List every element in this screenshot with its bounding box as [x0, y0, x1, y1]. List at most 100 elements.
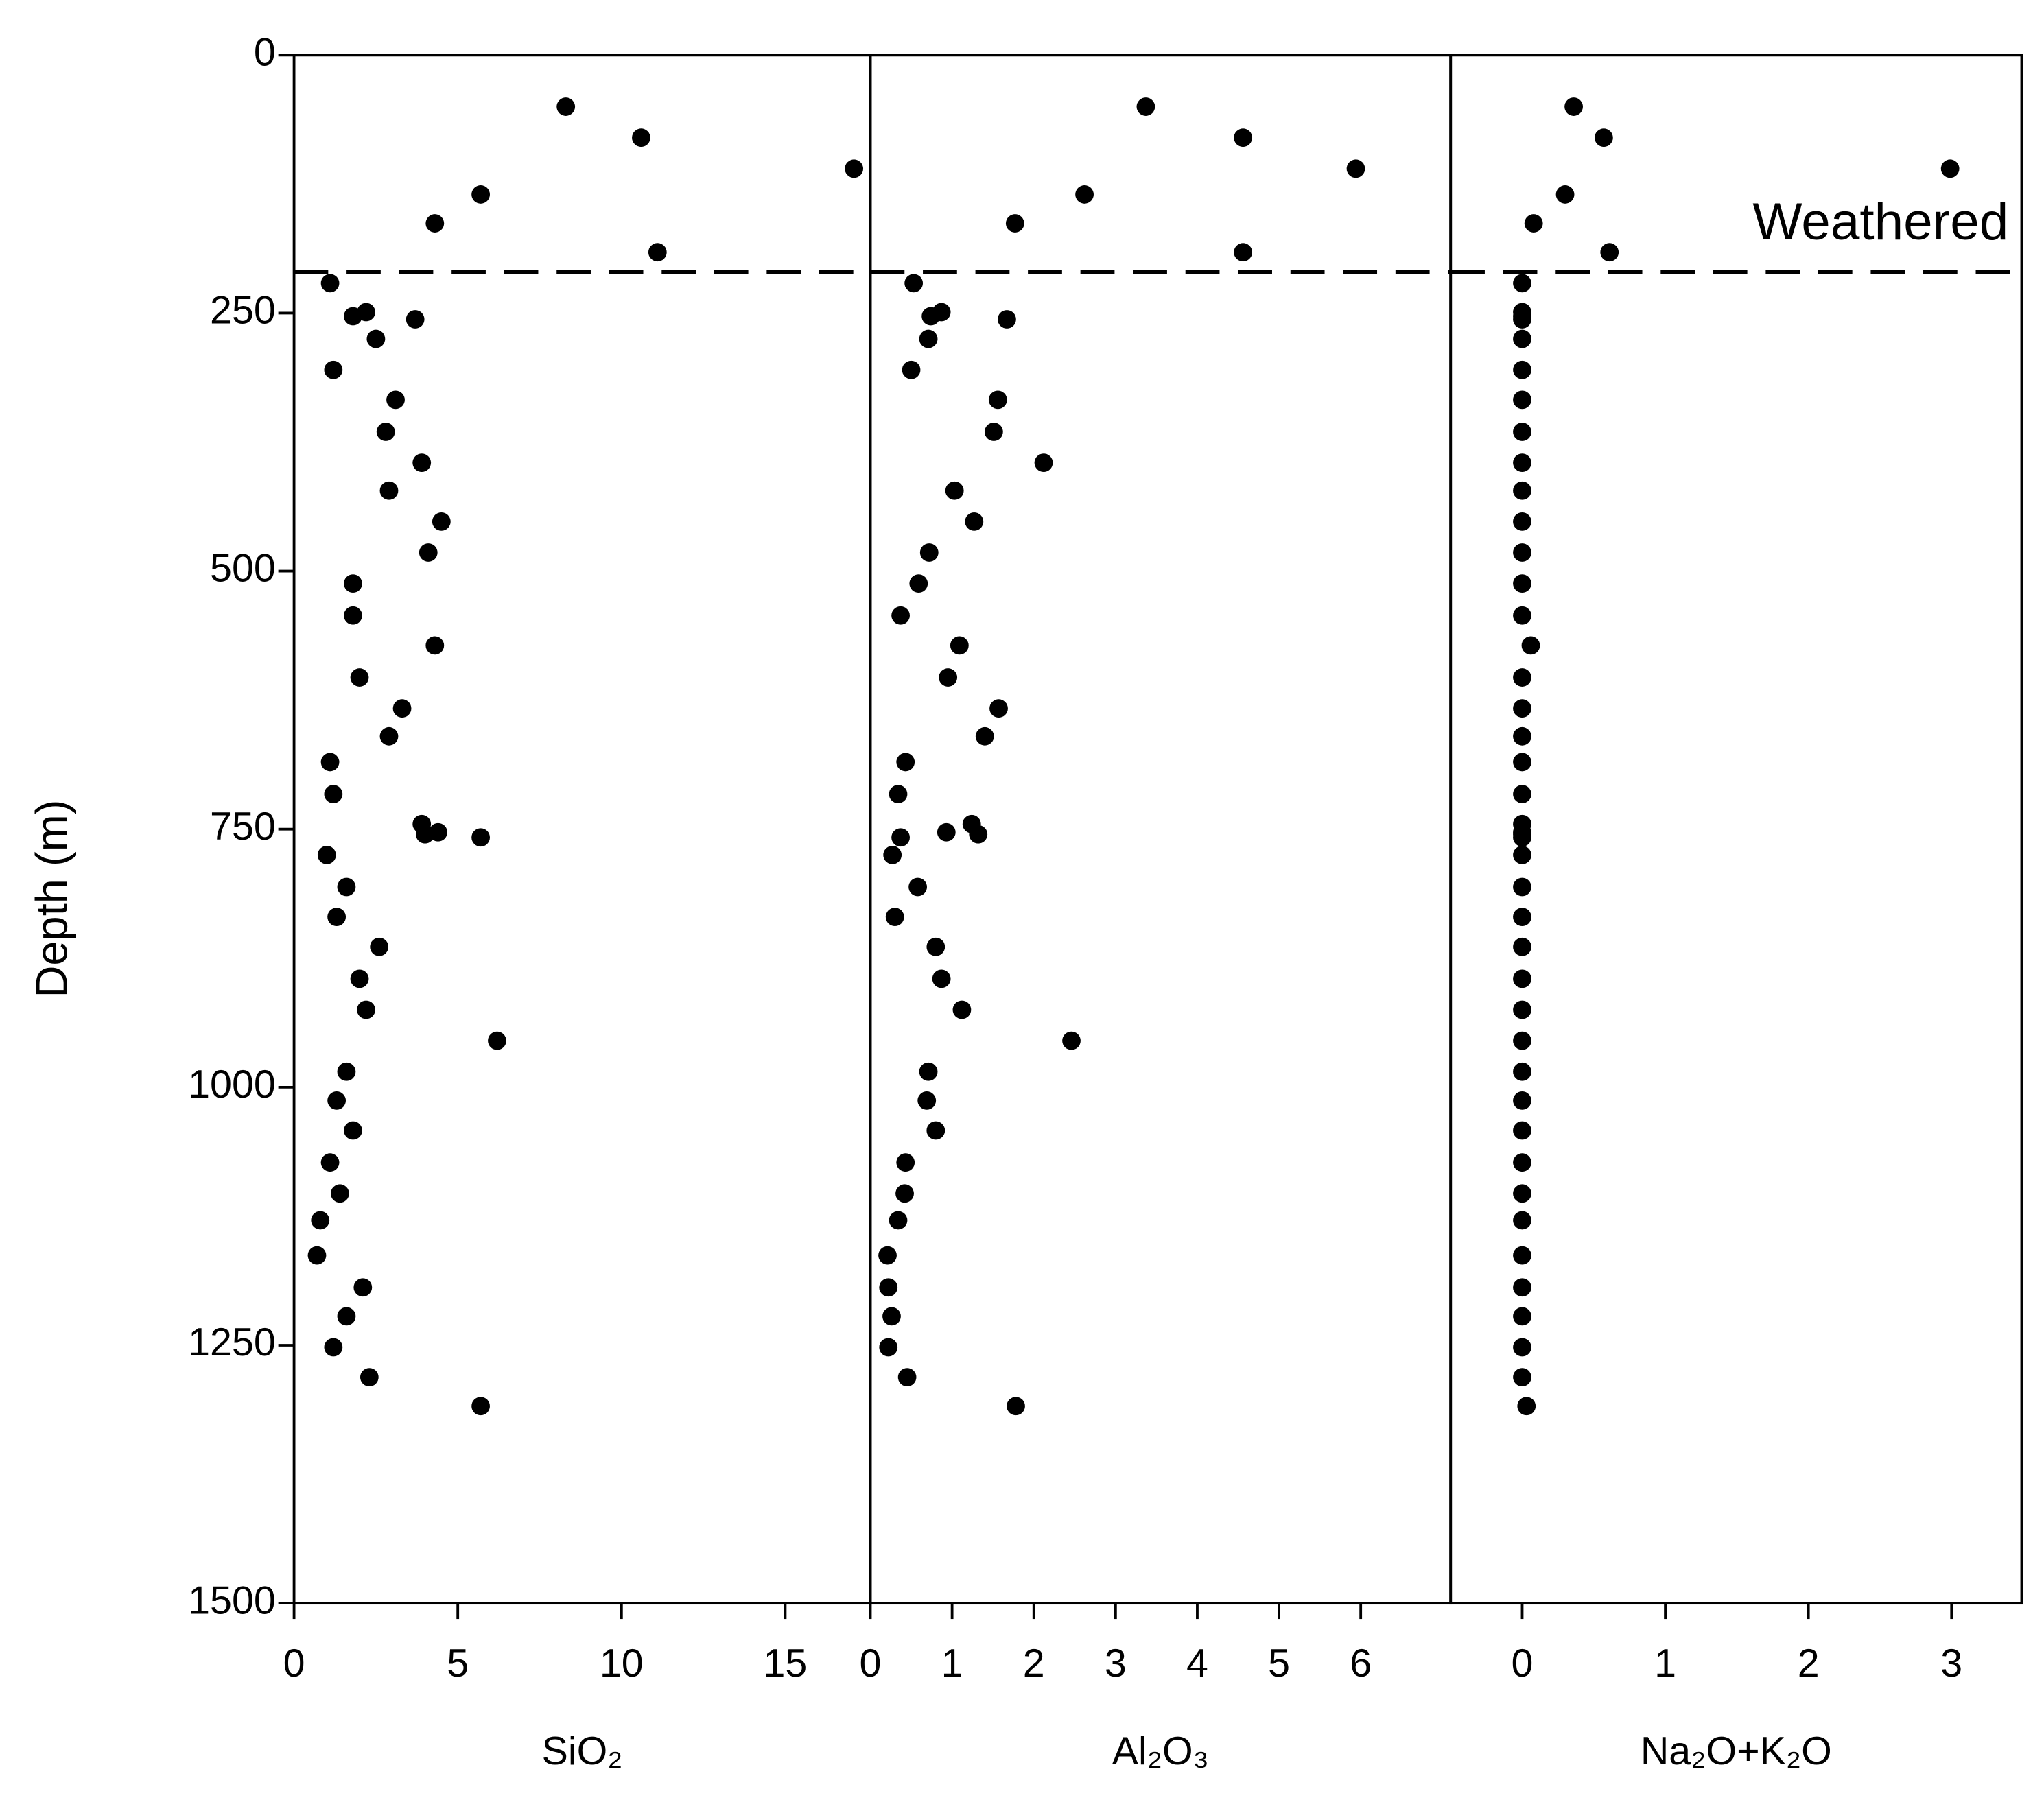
data-point — [1513, 908, 1531, 926]
data-point — [1513, 481, 1531, 500]
data-point — [1346, 159, 1365, 178]
y-tick-label: 1500 — [188, 1578, 276, 1622]
data-point — [891, 606, 910, 625]
data-point — [425, 214, 445, 233]
data-point — [406, 310, 425, 329]
data-point — [1513, 310, 1531, 329]
data-point — [845, 159, 864, 178]
data-point — [908, 877, 927, 897]
data-point — [1513, 668, 1531, 687]
data-point — [327, 1091, 346, 1110]
data-point — [1513, 969, 1531, 988]
x-tick-label: 2 — [1023, 1642, 1045, 1685]
data-point — [891, 828, 910, 847]
data-point — [360, 1368, 379, 1387]
data-point — [350, 969, 369, 988]
data-point — [989, 699, 1008, 718]
data-point — [1513, 543, 1531, 562]
panel-frame — [292, 54, 872, 1605]
data-point — [327, 908, 346, 926]
data-point — [350, 668, 369, 687]
data-point — [1555, 185, 1575, 204]
data-point — [921, 307, 941, 326]
data-point — [488, 1031, 506, 1050]
data-point — [917, 1091, 937, 1110]
data-point — [919, 1062, 938, 1081]
data-point — [895, 1184, 914, 1203]
data-point — [320, 274, 340, 293]
data-point — [1513, 699, 1531, 718]
data-point — [1513, 1121, 1531, 1140]
annotation: Weathered — [1752, 193, 2008, 251]
data-point — [1513, 453, 1531, 473]
data-point — [337, 1062, 356, 1081]
data-point — [412, 453, 432, 473]
data-point — [1513, 1091, 1531, 1110]
data-point — [988, 390, 1007, 410]
data-point — [344, 574, 362, 593]
data-point — [975, 726, 994, 746]
y-tick-label: 500 — [210, 547, 276, 591]
data-point — [919, 329, 938, 348]
data-point — [1513, 329, 1531, 348]
data-point — [1513, 1062, 1531, 1081]
x-tick-label: 3 — [1940, 1642, 1962, 1685]
x-tick-label: 4 — [1186, 1642, 1208, 1685]
data-point — [889, 785, 908, 803]
data-point — [1075, 185, 1094, 204]
data-point — [648, 243, 667, 262]
data-point — [1513, 423, 1531, 441]
data-point — [879, 1338, 898, 1357]
data-point — [1513, 274, 1531, 293]
x-tick-label: 0 — [283, 1642, 305, 1685]
data-point — [307, 1246, 327, 1265]
data-point — [416, 825, 434, 844]
data-point — [1940, 159, 1960, 178]
data-point — [932, 969, 951, 988]
data-point — [386, 390, 405, 410]
data-point — [1513, 1000, 1531, 1019]
data-point — [1513, 785, 1531, 803]
x-tick-label: 1 — [1654, 1642, 1676, 1685]
y-tick-label: 1000 — [188, 1063, 276, 1106]
x-tick-label: 15 — [764, 1642, 808, 1685]
data-point — [1513, 726, 1531, 746]
x-tick-label: 5 — [1268, 1642, 1290, 1685]
data-point — [879, 1278, 898, 1297]
data-point — [1234, 243, 1253, 262]
data-point — [1513, 753, 1531, 772]
data-point — [897, 1368, 917, 1387]
data-point — [353, 1278, 373, 1297]
data-point — [324, 1338, 343, 1357]
data-point — [1005, 214, 1024, 233]
data-point — [379, 726, 399, 746]
x-tick-label: 6 — [1350, 1642, 1372, 1685]
data-point — [370, 937, 389, 956]
data-point — [1521, 636, 1540, 655]
x-tick-label: 3 — [1105, 1642, 1127, 1685]
data-point — [998, 310, 1016, 329]
data-point — [1513, 1031, 1531, 1050]
data-point — [344, 1121, 362, 1140]
y-tick-label: 250 — [210, 289, 276, 333]
y-axis-label: Depth (m) — [27, 800, 77, 998]
data-point — [1594, 128, 1613, 147]
data-point — [1136, 97, 1155, 116]
data-point — [432, 512, 451, 531]
data-point — [324, 785, 343, 803]
data-point — [311, 1211, 330, 1230]
data-point — [425, 636, 445, 655]
data-point — [1513, 390, 1531, 410]
data-point — [1513, 1307, 1531, 1326]
data-point — [1513, 1184, 1531, 1203]
data-point — [1007, 1397, 1025, 1416]
data-point — [878, 1246, 897, 1265]
data-point — [883, 845, 902, 864]
data-point — [357, 1000, 375, 1019]
data-point — [945, 481, 964, 500]
data-point — [376, 423, 395, 441]
data-point — [556, 97, 576, 116]
data-point — [1034, 453, 1053, 473]
data-point — [1524, 214, 1543, 233]
